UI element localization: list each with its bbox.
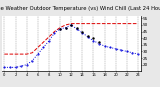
Text: Milwaukee Weather Outdoor Temperature (vs) Wind Chill (Last 24 Hours): Milwaukee Weather Outdoor Temperature (v… bbox=[0, 6, 160, 11]
